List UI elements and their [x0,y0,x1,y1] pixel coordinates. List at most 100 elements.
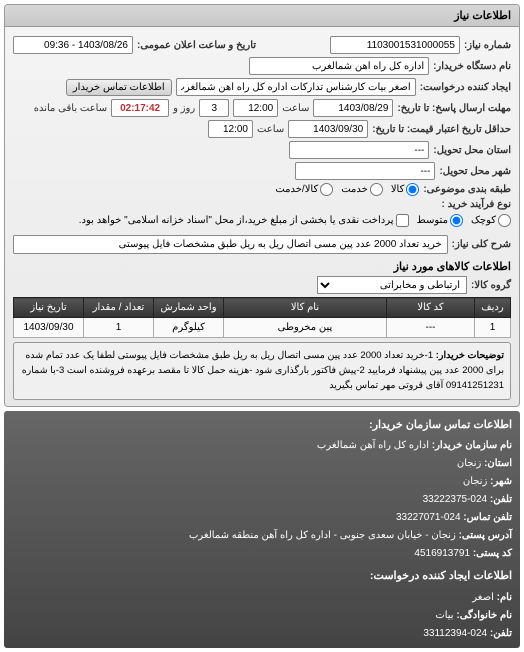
group-select[interactable]: ارتباطی و مخابراتی [317,276,467,294]
org-city-line: شهر: زنجان [12,473,512,491]
pt-large-option[interactable]: پرداخت نقدی یا بخشی از مبلغ خرید،از محل … [79,214,409,227]
panel-body: شماره نیاز: تاریخ و ساعت اعلان عمومی: نا… [5,27,519,406]
cell-qty: 1 [84,318,154,338]
row-delivery-state: استان محل تحویل: [13,141,511,159]
req-no-label: شماره نیاز: [464,40,511,51]
creator-family-label: نام خانوادگی: [456,610,512,621]
table-header-row: ردیف کد کالا نام کالا واحد شمارش تعداد /… [14,298,511,318]
pt-small-option[interactable]: کوچک [471,214,511,227]
deadline-date-field [313,99,393,117]
org-postal-label: کد پستی: [473,548,512,559]
row-validity: حداقل تاریخ اعتبار قیمت: تا تاریخ: ساعت [13,120,511,138]
org-name-line: نام سازمان خریدار: اداره کل راه آهن شمال… [12,437,512,455]
org-state-line: استان: زنجان [12,455,512,473]
buyer-note-box: توضیحات خریدار: 1-خرید تعداد 2000 عدد پی… [13,342,511,400]
buyer-contact-button[interactable]: اطلاعات تماس خریدار [66,79,172,96]
row-req-no: شماره نیاز: تاریخ و ساعت اعلان عمومی: [13,36,511,54]
org-postal-line: کد پستی: 4516913791 [12,545,512,563]
requester-label: ایجاد کننده درخواست: [420,82,511,93]
cell-code: --- [386,318,474,338]
creator-title: اطلاعات ایجاد کننده درخواست: [12,567,512,587]
col-idx: ردیف [475,298,511,318]
creator-name-line: نام: اصغر [12,589,512,607]
cat-all-radio[interactable] [406,183,419,196]
row-purchase-type: نوع فرآیند خرید : کوچک متوسط پرداخت نقدی… [13,199,511,227]
cat-both-radio[interactable] [320,183,333,196]
pt-small-label: کوچک [471,215,496,226]
org-city: زنجان [463,476,487,487]
org-city-label: شهر: [490,476,512,487]
cell-date: 1403/09/30 [14,318,84,338]
row-group: گروه کالا: ارتباطی و مخابراتی [13,276,511,294]
pt-medium-option[interactable]: متوسط [417,214,463,227]
deadline-time-field [233,99,278,117]
category-label: طبقه بندی موضوعی: [423,184,511,195]
group-label: گروه کالا: [471,280,511,291]
req-no-field [330,36,460,54]
validity-label: حداقل تاریخ اعتبار قیمت: تا تاریخ: [372,124,511,135]
col-code: کد کالا [386,298,474,318]
org-phone-label: تلفن: [490,494,512,505]
buyer-org-field [249,57,429,75]
desc-box: خرید تعداد 2000 عدد پین مسی اتصال ریل به… [13,235,448,254]
org-fax: 024-33227071 [396,512,461,523]
row-buyer-org: نام دستگاه خریدار: [13,57,511,75]
creator-family-line: نام خانوادگی: بیات [12,607,512,625]
row-requester: ایجاد کننده درخواست: اطلاعات تماس خریدار [13,78,511,96]
cat-both-option[interactable]: کالا/خدمت [275,183,333,196]
validity-time-field [208,120,253,138]
time-label-1: ساعت [282,103,309,114]
contact-org-title: اطلاعات تماس سازمان خریدار: [12,416,512,436]
buyer-note-text: 1-خرید تعداد 2000 عدد پین مسی اتصال ریل … [22,350,504,391]
org-state: زنجان [457,458,481,469]
org-postal: 4516913791 [414,548,470,559]
delivery-city-field [295,162,435,180]
pt-medium-radio[interactable] [450,214,463,227]
pub-date-field [13,36,133,54]
panel-title: اطلاعات نیاز [5,5,519,27]
cat-service-radio[interactable] [370,183,383,196]
days-remain-field [199,99,229,117]
category-radio-group: کالا خدمت کالا/خدمت [275,183,419,196]
delivery-city-label: شهر محل تحویل: [439,166,511,177]
items-section-title: اطلاعات کالاهای مورد نیاز [13,260,511,273]
requester-field [176,78,416,96]
cell-idx: 1 [475,318,511,338]
buyer-contact-block: اطلاعات تماس سازمان خریدار: نام سازمان خ… [4,411,520,649]
creator-name-label: نام: [497,592,512,603]
org-addr-line: آدرس پستی: زنجان - خیابان سعدی جنوبی - ا… [12,527,512,545]
delivery-state-field [289,141,429,159]
org-name: اداره کل راه آهن شمالغرب [317,440,429,451]
org-phone-line: تلفن: 024-33222375 [12,491,512,509]
org-name-label: نام سازمان خریدار: [432,440,512,451]
pt-small-radio[interactable] [498,214,511,227]
cell-name: پین مخروطی [224,318,387,338]
cat-all-option[interactable]: کالا [391,183,420,196]
buyer-org-label: نام دستگاه خریدار: [433,61,511,72]
row-category: طبقه بندی موضوعی: کالا خدمت کالا/خدمت [13,183,511,196]
items-table: ردیف کد کالا نام کالا واحد شمارش تعداد /… [13,297,511,338]
col-qty: تعداد / مقدار [84,298,154,318]
row-delivery-city: شهر محل تحویل: [13,162,511,180]
row-deadline: مهلت ارسال پاسخ: تا تاریخ: ساعت روز و سا… [13,99,511,117]
col-name: نام کالا [224,298,387,318]
creator-name: اصغر [472,592,494,603]
org-addr: زنجان - خیابان سعدی جنوبی - اداره کل راه… [189,530,456,541]
delivery-state-label: استان محل تحویل: [433,145,511,156]
pt-large-check[interactable] [396,214,409,227]
col-unit: واحد شمارش [154,298,224,318]
timer-field [111,99,169,117]
pt-medium-label: متوسط [417,215,448,226]
table-row: 1 --- پین مخروطی کیلوگرم 1 1403/09/30 [14,318,511,338]
timer-suffix: ساعت باقی مانده [34,103,107,114]
cat-service-option[interactable]: خدمت [341,183,383,196]
cat-both-label: کالا/خدمت [275,184,318,195]
deadline-label: مهلت ارسال پاسخ: تا تاریخ: [397,103,511,114]
buyer-note-label: توضیحات خریدار: [436,350,504,361]
cat-all-label: کالا [391,184,405,195]
time-label-2: ساعت [257,124,284,135]
org-fax-label: تلفن تماس: [463,512,512,523]
creator-family: بیات [435,610,453,621]
pub-date-label: تاریخ و ساعت اعلان عمومی: [137,40,256,51]
days-suffix: روز و [173,103,195,114]
